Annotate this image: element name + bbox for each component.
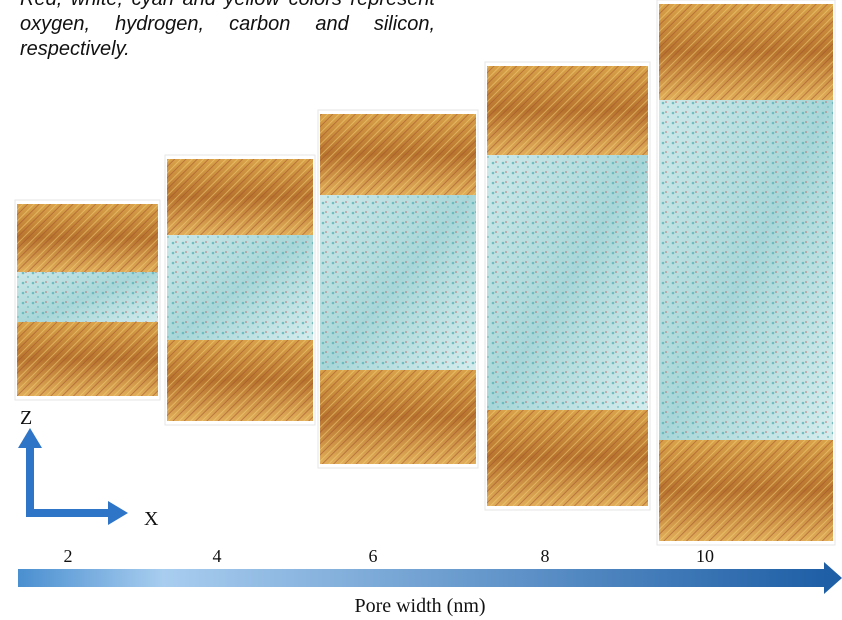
pore-width-value: 10 bbox=[696, 546, 714, 566]
x-arrow-head bbox=[108, 501, 128, 525]
pore-width-value: 8 bbox=[541, 546, 550, 566]
pore-width-arrow-head bbox=[824, 562, 842, 594]
pore-width-arrow bbox=[18, 569, 826, 587]
fluid-molecules bbox=[487, 150, 648, 415]
pore-width-label: Pore width (nm) bbox=[354, 595, 485, 617]
pore-width-value: 6 bbox=[369, 546, 378, 566]
top-slab-lattice bbox=[487, 66, 648, 155]
top-slab-lattice bbox=[659, 4, 833, 100]
bottom-slab-lattice bbox=[320, 370, 476, 464]
z-label: Z bbox=[20, 407, 32, 429]
top-slab-lattice bbox=[320, 114, 476, 195]
page: Red, white, cyan and yellow colors repre… bbox=[0, 0, 842, 620]
fluid-molecules bbox=[659, 95, 833, 445]
pore-width-value: 4 bbox=[213, 546, 222, 566]
fluid-molecules bbox=[320, 190, 476, 375]
bottom-slab-lattice bbox=[167, 340, 313, 421]
top-slab-lattice bbox=[17, 204, 158, 272]
z-arrow-shaft bbox=[26, 445, 34, 517]
bottom-slab-lattice bbox=[17, 322, 158, 396]
x-arrow-shaft bbox=[26, 509, 110, 517]
bottom-slab-lattice bbox=[659, 440, 833, 541]
bottom-slab-lattice bbox=[487, 410, 648, 506]
fluid-molecules bbox=[17, 267, 158, 327]
snapshot bbox=[657, 0, 835, 545]
fluid-molecules bbox=[167, 230, 313, 345]
x-label: X bbox=[144, 508, 159, 530]
snapshot bbox=[15, 200, 160, 400]
snapshot bbox=[165, 155, 315, 425]
top-slab-lattice bbox=[167, 159, 313, 235]
panels bbox=[15, 0, 835, 545]
figure: Z X Pore width (nm) 2 4 6 8 10 bbox=[0, 0, 842, 620]
snapshot bbox=[318, 110, 478, 468]
pore-width-value: 2 bbox=[64, 546, 73, 566]
z-arrow-head bbox=[18, 428, 42, 448]
snapshot bbox=[485, 62, 650, 510]
